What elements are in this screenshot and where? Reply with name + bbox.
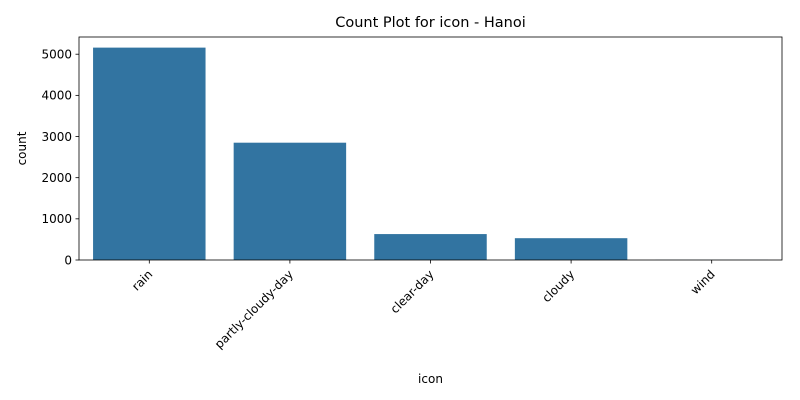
bar-clear-day	[374, 234, 487, 260]
x-tick-label-partly-cloudy-day: partly-cloudy-day	[212, 267, 296, 351]
chart-title: Count Plot for icon - Hanoi	[335, 15, 526, 31]
y-tick-label: 0	[64, 253, 72, 267]
y-tick-label: 3000	[41, 130, 72, 144]
x-tick-label-rain: rain	[129, 267, 155, 293]
plot-frame	[78, 36, 783, 261]
bar-partly-cloudy-day	[233, 142, 347, 260]
y-axis-label: count	[15, 131, 29, 165]
y-tick-label: 5000	[41, 48, 72, 62]
y-tick-label: 1000	[41, 212, 72, 226]
bar-rain	[93, 47, 206, 260]
y-tick-label: 2000	[41, 171, 72, 185]
x-axis-label: icon	[418, 372, 443, 386]
y-axis: 0 1000 2000 3000 4000 5000	[41, 48, 79, 267]
bar-cloudy	[514, 238, 628, 260]
x-tick-label-cloudy: cloudy	[539, 267, 577, 305]
x-axis: rain partly-cloudy-day clear-day cloudy wind	[129, 260, 718, 351]
y-tick-label: 4000	[41, 89, 72, 103]
x-tick-label-clear-day: clear-day	[388, 267, 437, 316]
x-tick-label-wind: wind	[688, 267, 718, 297]
bars-group	[93, 47, 768, 260]
